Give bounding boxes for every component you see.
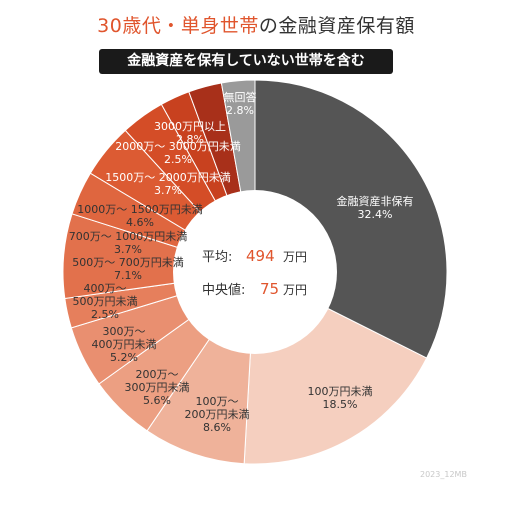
slice-label-3: 200万～ 300万円未満 5.6%	[125, 368, 190, 407]
median-label: 中央値:	[202, 282, 245, 298]
slice-label-0: 金融資産非保有 32.4%	[337, 194, 414, 221]
median-value: 75	[260, 280, 279, 298]
slice-label-7: 700万～ 1000万円未満 3.7%	[69, 230, 188, 256]
donut-hole	[173, 190, 337, 354]
slice-label-1: 100万円未満 18.5%	[308, 385, 373, 411]
slice-label-10: 2000万～ 3000万円未満 2.5%	[115, 140, 241, 166]
average-label: 平均:	[202, 250, 232, 265]
average-unit: 万円	[283, 250, 307, 264]
slice-label-2: 100万～ 200万円未満 8.6%	[185, 395, 250, 434]
slice-label-9: 1500万～ 2000万円未満 3.7%	[105, 171, 231, 197]
chart-title: 30歳代・単身世帯の金融資産保有額	[0, 14, 512, 38]
median-unit: 万円	[283, 283, 307, 297]
credit-text: 2023_12MB	[420, 470, 467, 479]
slice-label-12: 無回答 2.8%	[224, 90, 257, 117]
slice-label-8: 1000万～ 1500万円未満 4.6%	[77, 203, 203, 229]
chart-title-rest: の金融資産保有額	[258, 15, 415, 37]
slice-label-6: 500万～ 700万円未満 7.1%	[72, 256, 184, 282]
chart-subtitle: 金融資産を保有していない世帯を含む	[99, 49, 393, 74]
average-value: 494	[246, 247, 275, 265]
slice-label-11: 3000万円以上 2.8%	[154, 120, 226, 146]
slice-label-4: 300万～ 400万円未満 5.2%	[92, 325, 157, 364]
chart-title-accent: 30歳代・単身世帯	[97, 15, 259, 37]
slice-label-5: 400万～ 500万円未満 2.5%	[73, 282, 138, 321]
